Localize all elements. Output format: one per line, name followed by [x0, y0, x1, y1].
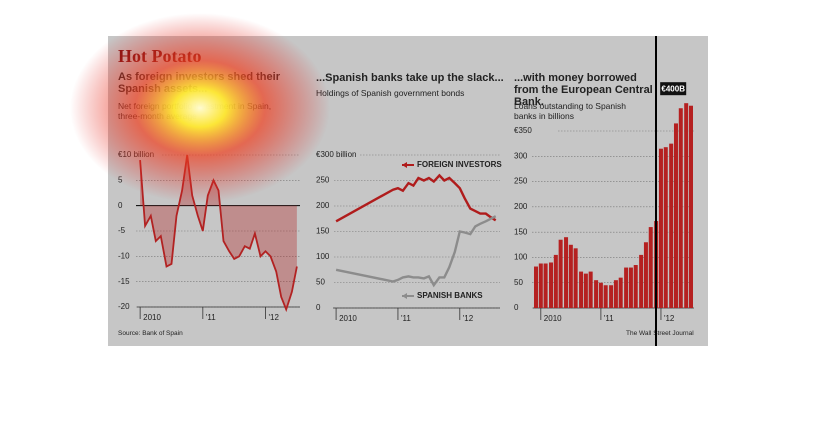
bar: [579, 271, 584, 308]
bar: [663, 147, 668, 308]
bar: [594, 280, 599, 308]
bar: [673, 123, 678, 309]
bar: [639, 254, 644, 308]
y-tick-label: 50: [316, 278, 325, 287]
y-tick-label: €350: [514, 126, 532, 135]
bar: [613, 280, 618, 308]
bar: [628, 267, 633, 308]
y-tick-label: 100: [514, 253, 528, 262]
y-tick-label: -20: [118, 302, 130, 311]
chart-title: Hot Potato: [118, 46, 202, 66]
bar: [633, 265, 638, 308]
bar: [558, 239, 563, 308]
x-tick-label: '11: [206, 313, 216, 322]
bar: [583, 273, 588, 308]
y-tick-label: 250: [316, 176, 330, 185]
y-tick-label: 0: [316, 303, 321, 312]
bar: [553, 254, 558, 308]
bar: [654, 221, 659, 308]
y-tick-label: 150: [514, 227, 528, 236]
bar: [573, 248, 578, 308]
bar: [609, 285, 614, 308]
bar: [624, 267, 629, 308]
bar: [688, 105, 693, 308]
y-tick-label: 150: [316, 227, 330, 236]
bar: [618, 277, 623, 308]
legend-label: FOREIGN INVESTORS: [417, 160, 502, 169]
bar: [549, 262, 554, 308]
line: [335, 215, 497, 288]
bar: [603, 285, 608, 308]
bar: [534, 266, 539, 308]
x-tick-label: '11: [604, 314, 614, 323]
x-tick-label: 2010: [339, 314, 357, 323]
y-tick-label: 300: [514, 151, 528, 160]
bar: [543, 263, 548, 308]
legend-arrowhead: [402, 293, 407, 299]
credit: The Wall Street Journal: [626, 330, 694, 337]
annotation-box: [660, 82, 687, 96]
bar: [648, 227, 653, 308]
bar: [588, 271, 593, 308]
bar: [684, 103, 689, 308]
x-tick-label: '12: [463, 314, 474, 323]
bar: [643, 242, 648, 308]
y-tick-label: 5: [118, 175, 123, 184]
bar: [564, 237, 569, 308]
bar: [568, 244, 573, 308]
x-tick-label: '11: [401, 314, 411, 323]
description: Loans outstanding to Spanish banks in bi…: [514, 101, 627, 121]
y-tick-label: 100: [316, 252, 330, 261]
bar: [669, 143, 674, 308]
y-tick-label: -5: [118, 226, 126, 235]
y-tick-label: 0: [118, 201, 123, 210]
subtitle: ...Spanish banks take up the slack...: [316, 72, 504, 84]
y-tick-label: €300 billion: [316, 150, 356, 159]
y-tick-label: 250: [514, 177, 528, 186]
x-tick-label: '12: [269, 313, 280, 322]
bar: [538, 263, 543, 308]
bar: [598, 282, 603, 308]
annotation: €400B: [661, 84, 685, 93]
source: Source: Bank of Spain: [118, 330, 183, 337]
x-tick-label: '12: [664, 314, 675, 323]
y-tick-label: -15: [118, 277, 130, 286]
bar: [658, 148, 663, 308]
y-tick-label: 200: [514, 202, 528, 211]
x-tick-label: 2010: [544, 314, 562, 323]
y-tick-label: 0: [514, 303, 519, 312]
y-tick-label: €10 billion: [118, 150, 154, 159]
y-tick-label: -10: [118, 251, 130, 260]
description: Holdings of Spanish government bonds: [316, 88, 465, 98]
bar: [678, 108, 683, 308]
line: [335, 173, 497, 223]
y-tick-label: 200: [316, 201, 330, 210]
legend-label: SPANISH BANKS: [417, 291, 483, 300]
subtitle: ...with money borrowed from the European…: [514, 72, 653, 108]
x-tick-label: 2010: [143, 313, 161, 322]
subtitle: As foreign investors shed their Spanish …: [118, 71, 280, 95]
description: Net foreign portfolio investment in Spai…: [118, 101, 272, 121]
y-tick-label: 50: [514, 278, 523, 287]
legend-arrowhead: [402, 162, 407, 168]
